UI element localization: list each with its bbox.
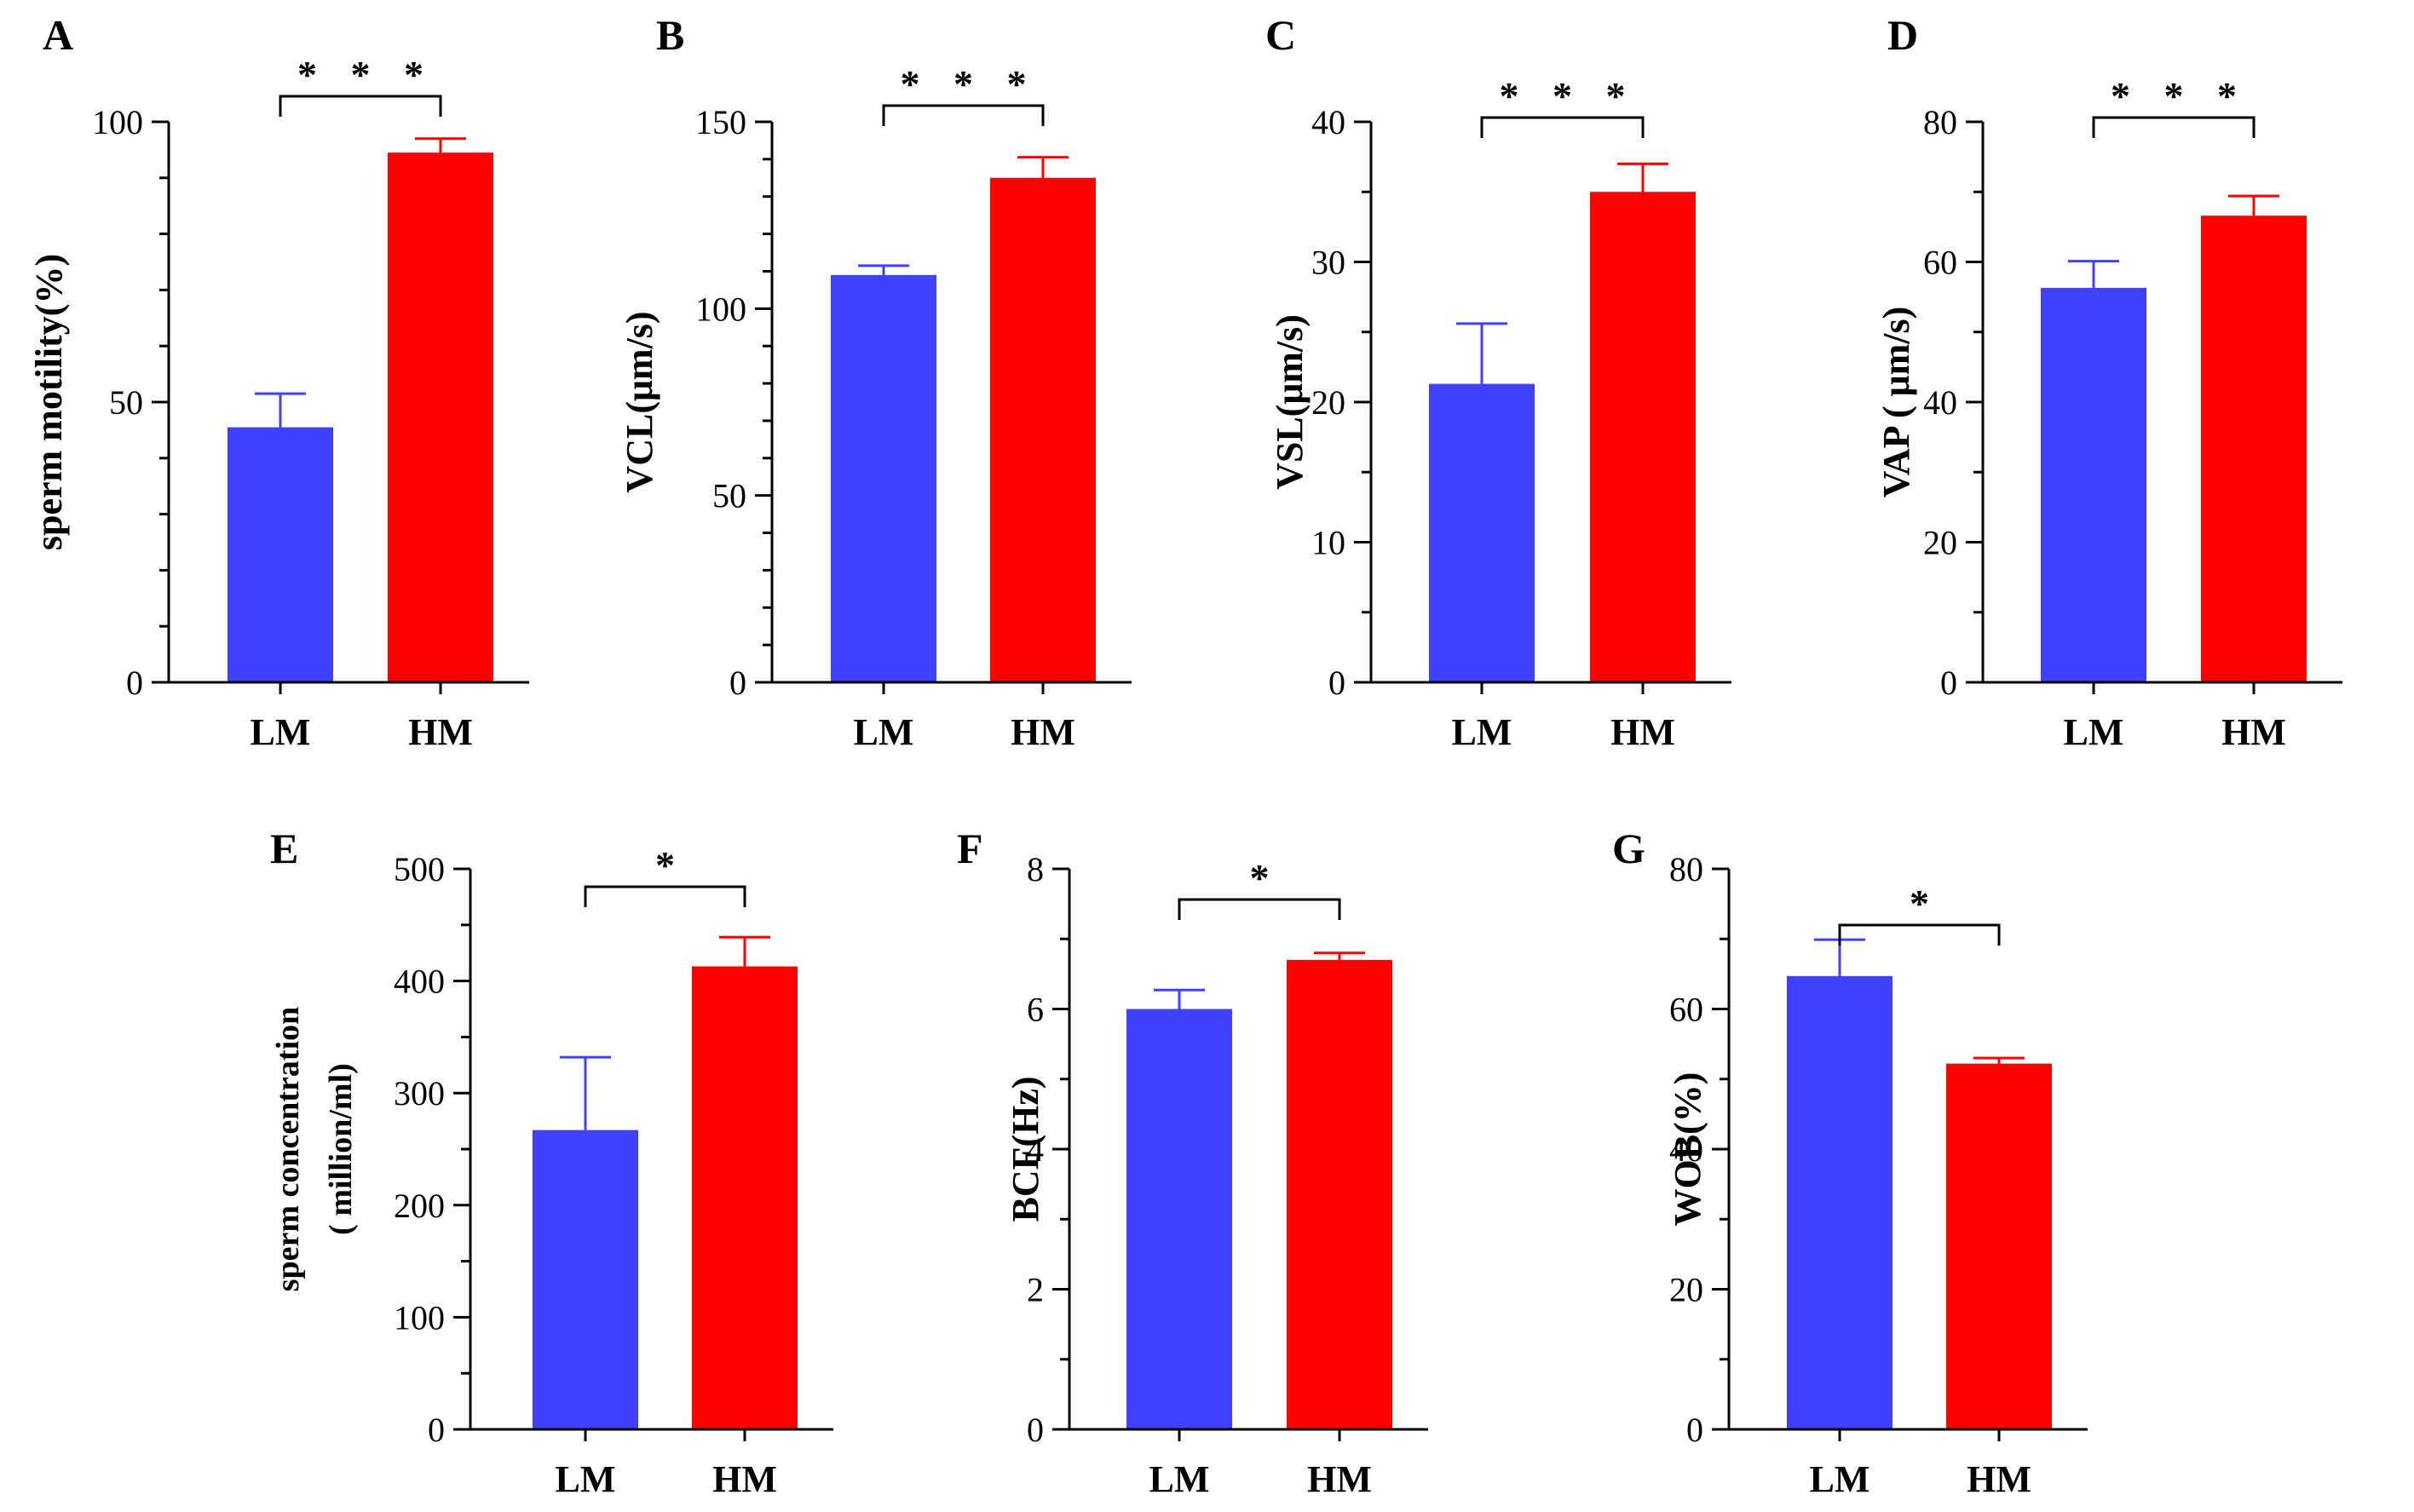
bar-hm: [1287, 959, 1392, 1429]
significance-bracket: [584, 885, 746, 907]
significance-bracket: [279, 95, 442, 117]
significance-bracket: [1480, 116, 1645, 138]
bar-lm: [2041, 287, 2146, 682]
y-tick-label: 300: [394, 1074, 445, 1112]
y-tick-label: 4: [1027, 1130, 1044, 1169]
significance-stars: * * *: [2111, 74, 2249, 118]
category-label-lm: LM: [1149, 1458, 1210, 1500]
significance-bracket: [2092, 116, 2256, 138]
panel-letter: F: [957, 825, 983, 872]
bar-hm: [2201, 216, 2307, 683]
significance-bracket: [882, 104, 1045, 126]
category-label-hm: HM: [2221, 711, 2286, 753]
category-label-hm: HM: [1610, 711, 1675, 753]
category-label-hm: HM: [1011, 711, 1075, 753]
category-label-lm: LM: [556, 1458, 616, 1500]
y-tick-label: 100: [92, 103, 143, 141]
bar-hm: [990, 177, 1096, 683]
significance-stars: * * *: [901, 62, 1039, 106]
y-axis-title: VAP ( μm/s): [1875, 307, 1917, 498]
bar-lm: [1429, 383, 1535, 682]
panel-letter: A: [43, 11, 73, 59]
y-tick-label: 400: [394, 963, 445, 1001]
panel-b: B LM HM 0 50 100 150 VCL(μm/s) * * *: [619, 11, 1132, 753]
y-tick-label: 8: [1027, 850, 1044, 888]
bar-hm: [1946, 1063, 2052, 1429]
panel-e: E LM HM 0 100 200 300 400 500 sperm concentration…: [270, 825, 833, 1500]
y-tick-label: 0: [428, 1411, 445, 1449]
y-tick-label: 500: [394, 850, 445, 888]
y-tick-label: 20: [1311, 383, 1345, 422]
category-label-hm: HM: [408, 711, 473, 753]
category-label-hm: HM: [712, 1458, 777, 1500]
y-tick-label: 0: [1328, 664, 1345, 702]
bar-hm: [388, 152, 493, 682]
category-label-lm: LM: [1452, 711, 1512, 753]
y-tick-label: 0: [126, 664, 143, 702]
bar-lm: [228, 427, 333, 682]
y-axis-title: BCF(Hz): [1005, 1076, 1046, 1222]
panel-letter: D: [1887, 11, 1918, 59]
y-tick-label: 0: [729, 664, 746, 702]
panel-letter: C: [1265, 11, 1296, 59]
panel-letter: E: [270, 825, 298, 872]
y-tick-label: 50: [712, 477, 746, 515]
panel-d: D LM HM 0 20 40 60 80 VAP ( μm/s) * * *: [1875, 11, 2342, 753]
y-axis-title: VCL(μm/s): [619, 311, 660, 492]
y-tick-label: 0: [1940, 664, 1957, 702]
y-tick-label: 40: [1311, 103, 1345, 141]
y-axis-title: WOB(%): [1667, 1072, 1708, 1227]
y-tick-label: 80: [1669, 850, 1703, 888]
y-tick-label: 150: [695, 103, 746, 141]
y-axis-title-line: sperm concentration: [270, 1007, 306, 1292]
y-tick-label: 6: [1027, 991, 1044, 1029]
category-label-lm: LM: [2064, 711, 2124, 753]
y-tick-label: 0: [1027, 1411, 1044, 1449]
bar-hm: [1590, 192, 1696, 682]
significance-stars: *: [1910, 882, 1941, 925]
bar-lm: [831, 274, 936, 682]
significance-stars: * * *: [297, 53, 435, 96]
significance-bracket: [1178, 898, 1341, 920]
y-tick-label: 2: [1027, 1271, 1044, 1309]
bar-lm: [1787, 975, 1893, 1429]
panel-letter: B: [656, 11, 684, 59]
y-axis-title: sperm motility(%): [28, 254, 70, 550]
panel-f: F LM HM 0 2 4 6 8 BCF(Hz) *: [957, 825, 1428, 1500]
panel-c: C LM HM 0 10 20 30 40 VSL(μm/s) * * *: [1265, 11, 1731, 753]
y-tick-label: 60: [1669, 991, 1703, 1029]
y-tick-label: 200: [394, 1187, 445, 1225]
y-axis-title-line: ( million/ml): [323, 1063, 359, 1235]
bar-lm: [1126, 1009, 1232, 1429]
panel-a: A LM HM 0 50 100 sperm motility(%) * * *: [28, 11, 529, 753]
y-tick-label: 10: [1311, 524, 1345, 562]
y-axis-title: VSL(μm/s): [1269, 314, 1311, 490]
y-tick-label: 40: [1923, 383, 1957, 422]
y-tick-label: 30: [1311, 244, 1345, 282]
significance-stars: *: [655, 843, 687, 887]
y-tick-label: 40: [1669, 1130, 1703, 1169]
significance-bracket: [1838, 923, 2001, 946]
y-tick-label: 80: [1923, 103, 1957, 141]
y-tick-label: 60: [1923, 244, 1957, 282]
category-label-lm: LM: [854, 711, 914, 753]
y-tick-label: 50: [109, 383, 143, 422]
y-tick-label: 100: [394, 1298, 445, 1337]
category-label-lm: LM: [251, 711, 311, 753]
y-tick-label: 100: [695, 290, 746, 328]
significance-stars: *: [1250, 856, 1282, 900]
category-label-lm: LM: [1810, 1458, 1870, 1500]
y-tick-label: 20: [1669, 1271, 1703, 1309]
category-label-hm: HM: [1307, 1458, 1372, 1500]
y-tick-label: 20: [1923, 524, 1957, 562]
panel-g: G LM HM 0 20 40 60 80 WOB(%) *: [1612, 825, 2088, 1500]
y-tick-label: 0: [1686, 1411, 1703, 1449]
bar-hm: [692, 966, 798, 1429]
panel-letter: G: [1612, 825, 1645, 872]
significance-stars: * * *: [1500, 74, 1638, 118]
category-label-hm: HM: [1967, 1458, 2031, 1500]
bar-lm: [533, 1130, 638, 1429]
